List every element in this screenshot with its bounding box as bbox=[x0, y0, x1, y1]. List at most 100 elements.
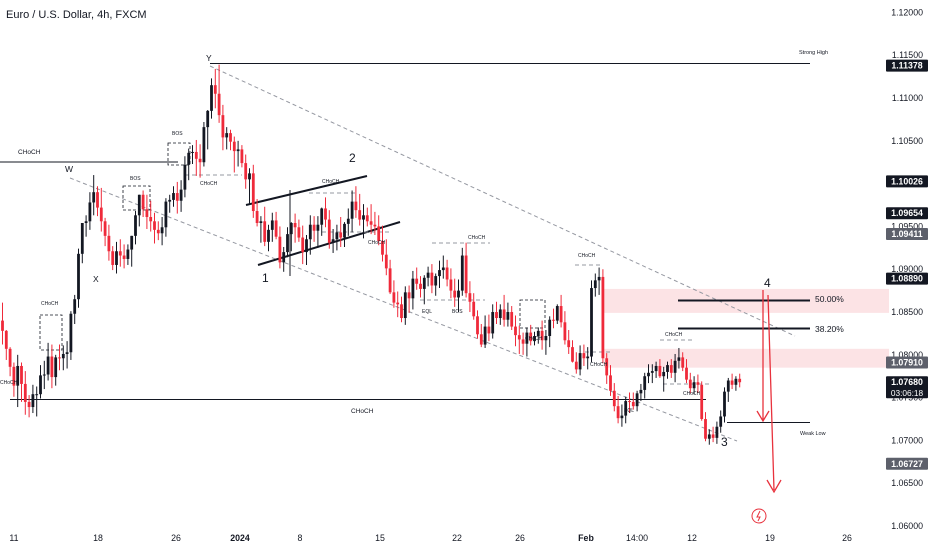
candle-body bbox=[134, 215, 137, 236]
wave-label: 1 bbox=[262, 271, 269, 285]
candle-body bbox=[719, 416, 723, 427]
candle-body bbox=[369, 221, 373, 225]
candle-body bbox=[4, 330, 8, 349]
candle-body bbox=[487, 326, 491, 334]
time-tick-label: 18 bbox=[93, 533, 103, 543]
candle-body bbox=[681, 357, 685, 368]
choch-label: CHoCH bbox=[665, 332, 683, 338]
price-tick-label: 1.08500 bbox=[891, 307, 923, 317]
candle-body bbox=[506, 312, 510, 320]
candle-body bbox=[514, 326, 517, 336]
candle-body bbox=[274, 220, 278, 237]
candle-body bbox=[476, 316, 479, 335]
candle-body bbox=[1, 320, 4, 331]
price-label-badge bbox=[886, 356, 928, 369]
candle-body bbox=[320, 208, 324, 225]
candle-body bbox=[669, 365, 673, 373]
candle-body bbox=[563, 322, 567, 341]
candle-body bbox=[327, 219, 331, 243]
candle-body bbox=[331, 239, 335, 243]
price-axis[interactable]: 1.120001.115001.110001.105001.100001.095… bbox=[886, 7, 928, 531]
candle-body bbox=[438, 270, 441, 277]
candle-body bbox=[411, 278, 415, 299]
price-tick-label: 1.12000 bbox=[891, 7, 923, 17]
candle-body bbox=[286, 234, 289, 253]
price-tick-label: 1.10500 bbox=[891, 136, 923, 146]
candle-body bbox=[704, 419, 707, 439]
wave-label: 4 bbox=[764, 276, 771, 290]
candle-body bbox=[377, 226, 381, 241]
candle-body bbox=[168, 199, 172, 202]
candle-body bbox=[251, 173, 255, 212]
candle-body bbox=[415, 278, 419, 284]
candle-body bbox=[354, 201, 358, 211]
candle-body bbox=[533, 335, 536, 342]
letter-label: Y bbox=[206, 53, 212, 63]
strong-high-label: Strong High bbox=[799, 50, 828, 56]
candle-body bbox=[324, 208, 327, 220]
candle-body bbox=[597, 276, 601, 281]
price-label-badge bbox=[886, 59, 928, 72]
candle-body bbox=[666, 365, 669, 372]
candle-body bbox=[259, 221, 263, 224]
candle-body bbox=[16, 365, 20, 386]
time-axis[interactable]: 11 18 26 2024 8 15 22 26 Feb 14:00 12 19 26 bbox=[9, 508, 852, 543]
candle-body bbox=[206, 110, 210, 128]
candle-body bbox=[392, 292, 396, 303]
candle-body bbox=[582, 353, 586, 359]
candle-body bbox=[31, 394, 35, 408]
wave-label: 3 bbox=[721, 435, 728, 449]
candle-body bbox=[624, 401, 628, 416]
wave-channel-top bbox=[245, 175, 368, 206]
candle-body bbox=[96, 192, 99, 208]
candle-body bbox=[650, 371, 654, 373]
candle-body bbox=[555, 306, 559, 321]
candle-body bbox=[358, 210, 362, 220]
channel-line-upper bbox=[209, 65, 796, 337]
candle-body bbox=[263, 221, 267, 242]
price-label: 1.09411 bbox=[891, 229, 922, 239]
candle-body bbox=[396, 302, 400, 305]
candle-body bbox=[122, 255, 126, 259]
candle-body bbox=[464, 255, 468, 294]
candle-body bbox=[365, 215, 369, 222]
candle-body bbox=[58, 357, 61, 359]
lightning-icon bbox=[756, 510, 761, 522]
candle-body bbox=[202, 127, 206, 163]
price-label: 1.07680 bbox=[891, 377, 923, 387]
candle-body bbox=[738, 378, 742, 383]
price-label: 1.10026 bbox=[891, 176, 923, 186]
candle-body bbox=[460, 255, 464, 291]
choch-label: CHoCH bbox=[41, 301, 59, 307]
structure-box bbox=[39, 314, 63, 351]
candle-body bbox=[217, 93, 221, 116]
candle-body bbox=[647, 372, 650, 377]
price-label: 1.09654 bbox=[891, 208, 923, 218]
candle-body bbox=[696, 382, 700, 385]
candle-body bbox=[567, 340, 571, 348]
price-label-badge bbox=[886, 272, 928, 285]
candle-body bbox=[491, 312, 495, 334]
candle-body bbox=[248, 173, 251, 180]
candle-body bbox=[407, 292, 411, 299]
candle-body bbox=[673, 360, 677, 373]
bos-label: BOS bbox=[452, 309, 463, 315]
candle-body bbox=[677, 357, 681, 361]
price-tick-label: 1.06500 bbox=[891, 478, 923, 488]
candle-body bbox=[179, 189, 183, 201]
candle-body bbox=[726, 380, 730, 392]
candle-body bbox=[115, 251, 118, 265]
candle-body bbox=[730, 380, 734, 385]
candle-body bbox=[362, 215, 365, 220]
candle-body bbox=[103, 221, 107, 236]
choch-label: CHoCH bbox=[0, 380, 18, 386]
candle-body bbox=[586, 356, 590, 359]
candle-body bbox=[23, 383, 27, 402]
candle-body bbox=[639, 389, 643, 394]
price-tick-label: 1.07000 bbox=[891, 435, 923, 445]
candle-body bbox=[20, 365, 23, 384]
candle-body bbox=[441, 267, 445, 271]
choch-label: CHoCH bbox=[322, 179, 340, 185]
candle-body bbox=[145, 209, 149, 218]
